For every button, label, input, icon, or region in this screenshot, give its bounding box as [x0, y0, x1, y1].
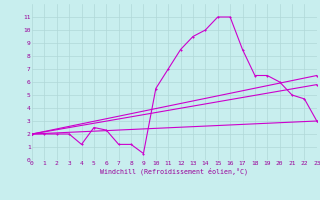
X-axis label: Windchill (Refroidissement éolien,°C): Windchill (Refroidissement éolien,°C) [100, 168, 248, 175]
